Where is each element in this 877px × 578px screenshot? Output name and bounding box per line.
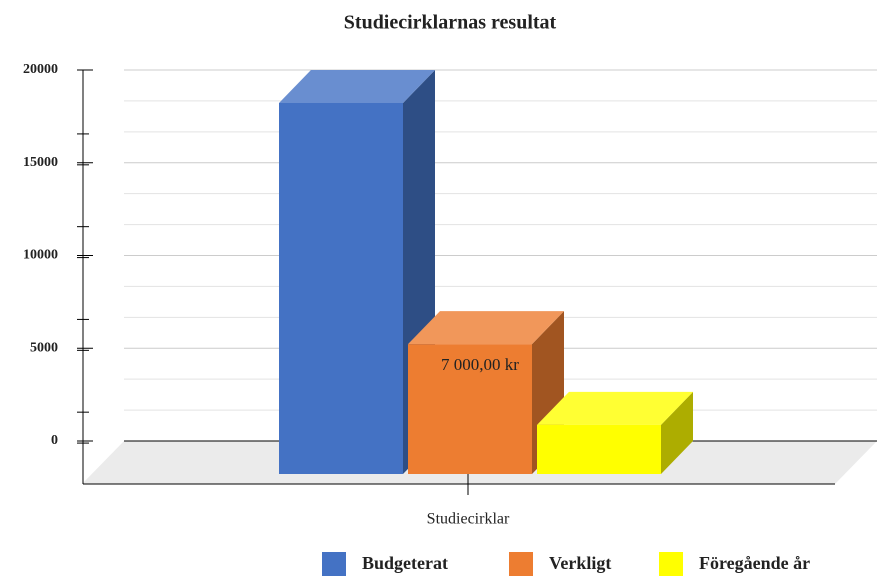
bar <box>279 103 403 474</box>
legend-label: Verkligt <box>549 553 611 573</box>
legend-swatch <box>322 552 346 576</box>
bar <box>537 424 661 474</box>
bar-top <box>537 391 693 425</box>
legend-label: Budgeterat <box>362 553 448 573</box>
legend-swatch <box>659 552 683 576</box>
chart-title: Studiecirklarnas resultat <box>344 12 557 34</box>
y-tick-label: 5000 <box>30 340 58 355</box>
y-tick-label: 10000 <box>23 248 58 263</box>
value-label: 7 000,00 kr <box>441 355 519 374</box>
y-tick-label: 20000 <box>23 62 58 77</box>
y-tick-label: 0 <box>51 433 58 448</box>
y-tick-label: 15000 <box>23 155 58 170</box>
bar-side <box>661 391 693 474</box>
bar-top <box>279 70 435 103</box>
legend-label: Föregående år <box>699 553 810 573</box>
bar-top <box>408 311 564 345</box>
x-tick-label: Studiecirklar <box>427 511 510 528</box>
bar <box>408 344 532 474</box>
legend-swatch <box>509 552 533 576</box>
